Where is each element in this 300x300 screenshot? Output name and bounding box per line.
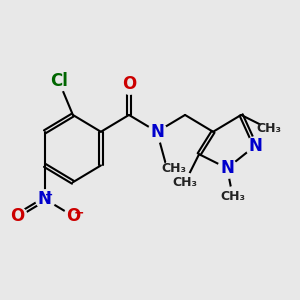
Text: N: N <box>38 190 52 208</box>
Text: CH₃: CH₃ <box>161 162 186 175</box>
Text: −: − <box>73 207 84 220</box>
Text: N: N <box>220 159 234 177</box>
Text: CH₃: CH₃ <box>257 122 282 136</box>
Text: +: + <box>45 190 53 200</box>
Text: CH₃: CH₃ <box>172 176 198 189</box>
Text: Cl: Cl <box>50 72 68 90</box>
Text: O: O <box>66 207 80 225</box>
Text: CH₃: CH₃ <box>220 190 245 203</box>
Text: N: N <box>150 123 164 141</box>
Text: O: O <box>10 207 24 225</box>
Text: N: N <box>248 137 262 155</box>
Text: O: O <box>122 75 136 93</box>
